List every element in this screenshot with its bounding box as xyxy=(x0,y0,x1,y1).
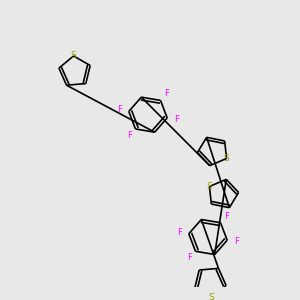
Text: F: F xyxy=(127,131,132,140)
Text: S: S xyxy=(71,52,76,61)
Text: S: S xyxy=(224,154,230,163)
Text: F: F xyxy=(224,212,229,220)
Text: F: F xyxy=(164,89,169,98)
Text: F: F xyxy=(187,254,192,262)
Text: F: F xyxy=(118,105,122,114)
Text: F: F xyxy=(234,237,239,246)
Text: S: S xyxy=(208,293,214,300)
Text: F: F xyxy=(174,115,178,124)
Text: S: S xyxy=(207,182,212,191)
Text: F: F xyxy=(178,228,182,237)
